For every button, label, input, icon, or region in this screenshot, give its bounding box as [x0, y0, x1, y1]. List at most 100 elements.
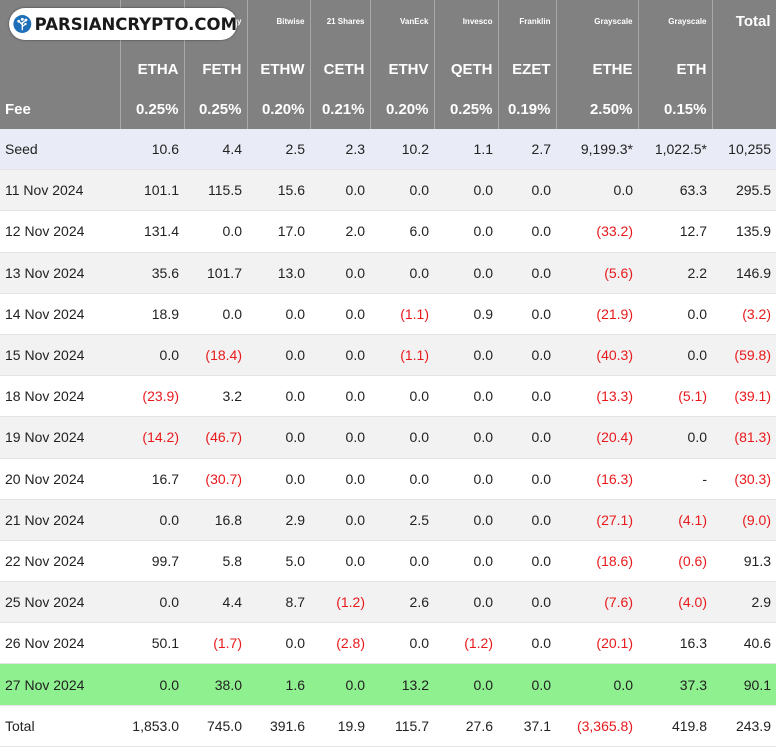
fee-total-blank — [712, 89, 776, 129]
flow-cell: (30.7) — [184, 458, 247, 500]
flow-cell: 0.0 — [370, 375, 434, 418]
row-total-cell: 90.1 — [712, 663, 776, 706]
flow-cell: 0.0 — [638, 293, 712, 335]
ticker-header-row: ETHA FETH ETHW CETH ETHV QETH EZET ETHE … — [0, 49, 776, 89]
flow-cell: 2.7 — [498, 129, 556, 171]
fee-value: 0.21% — [310, 89, 371, 129]
flow-cell: 35.6 — [120, 252, 184, 294]
ticker: QETH — [434, 49, 499, 89]
flow-cell: 0.0 — [120, 499, 184, 541]
flow-cell: 745.0 — [184, 705, 247, 747]
flow-cell: 0.0 — [310, 458, 370, 500]
fee-header-row: Fee 0.25% 0.25% 0.20% 0.21% 0.20% 0.25% … — [0, 89, 776, 129]
row-label: 19 Nov 2024 — [0, 416, 120, 459]
flow-cell: 0.0 — [434, 334, 498, 377]
flow-cell: 0.0 — [556, 663, 638, 706]
flow-cell: 0.0 — [434, 252, 498, 294]
table-row: 15 Nov 2024 0.0 (18.4) 0.0 0.0 (1.1) 0.0 0.0 (40… — [0, 334, 776, 377]
flow-cell: 0.0 — [434, 458, 498, 500]
flow-cell: 131.4 — [120, 210, 184, 253]
flow-cell: 16.8 — [184, 499, 247, 541]
issuer-name: VanEck — [370, 0, 435, 49]
ticker: ETHV — [370, 49, 435, 89]
flow-cell: 1,853.0 — [120, 705, 184, 747]
row-label: 25 Nov 2024 — [0, 581, 120, 624]
flow-cell: (2.8) — [310, 622, 370, 665]
flow-cell: 0.0 — [120, 581, 184, 624]
row-total-cell: 40.6 — [712, 622, 776, 665]
flow-cell: 0.0 — [498, 169, 556, 212]
row-label: 21 Nov 2024 — [0, 499, 120, 541]
flow-cell: (3,365.8) — [556, 705, 638, 747]
flow-cell: 0.0 — [498, 458, 556, 500]
fee-value: 0.25% — [184, 89, 248, 129]
flow-cell: 1.6 — [247, 663, 310, 706]
flow-cell: 0.0 — [498, 416, 556, 459]
flow-cell: 0.0 — [498, 293, 556, 335]
flow-cell: 0.0 — [434, 581, 498, 624]
flow-cell: (4.1) — [638, 499, 712, 541]
table-row: 22 Nov 2024 99.7 5.8 5.0 0.0 0.0 0.0 0.0 (18.6)(… — [0, 540, 776, 583]
flow-cell: 27.6 — [434, 705, 498, 747]
flow-cell: 2.5 — [247, 129, 310, 171]
row-label: 26 Nov 2024 — [0, 622, 120, 665]
flow-cell: 0.0 — [434, 499, 498, 541]
table-row: 13 Nov 2024 35.6 101.7 13.0 0.0 0.0 0.0 0.0 (5.6… — [0, 252, 776, 294]
flow-cell: 0.0 — [556, 169, 638, 212]
flow-cell: - — [638, 458, 712, 500]
flow-cell: 37.3 — [638, 663, 712, 706]
flow-cell: 2.2 — [638, 252, 712, 294]
flow-cell: (21.9) — [556, 293, 638, 335]
ticker: FETH — [184, 49, 248, 89]
issuer-name: 21 Shares — [310, 0, 371, 49]
flow-cell: 4.4 — [184, 129, 247, 171]
issuer-name: Invesco — [434, 0, 499, 49]
table-row: 21 Nov 2024 0.0 16.8 2.9 0.0 2.5 0.0 0.0 (27.1)(… — [0, 499, 776, 541]
flow-cell: 0.0 — [247, 375, 310, 418]
flow-cell: 0.0 — [434, 416, 498, 459]
row-label: 14 Nov 2024 — [0, 293, 120, 335]
flow-cell: 4.4 — [184, 581, 247, 624]
row-label: 22 Nov 2024 — [0, 540, 120, 583]
flow-cell: (33.2) — [556, 210, 638, 253]
flow-cell: (46.7) — [184, 416, 247, 459]
fee-value: 2.50% — [556, 89, 639, 129]
flow-cell: (27.1) — [556, 499, 638, 541]
row-total-cell: (9.0) — [712, 499, 776, 541]
flow-cell: 16.7 — [120, 458, 184, 500]
flow-cell: 99.7 — [120, 540, 184, 583]
flow-cell: 0.0 — [498, 499, 556, 541]
flow-cell: 0.0 — [310, 499, 370, 541]
fee-value: 0.25% — [434, 89, 499, 129]
flow-cell: (4.0) — [638, 581, 712, 624]
table-row: 25 Nov 2024 0.0 4.4 8.7 (1.2) 2.6 0.0 0.0 (7.6)(… — [0, 581, 776, 624]
flow-cell: (14.2) — [120, 416, 184, 459]
row-total-cell: 146.9 — [712, 252, 776, 294]
issuer-name: Franklin — [498, 0, 557, 49]
flow-cell: (20.4) — [556, 416, 638, 459]
flow-cell: (5.1) — [638, 375, 712, 418]
flow-cell: 0.0 — [310, 293, 370, 335]
flow-cell: 0.0 — [370, 622, 434, 665]
flow-cell: 0.0 — [310, 334, 370, 377]
flow-cell: 0.0 — [434, 540, 498, 583]
flow-cell: 5.8 — [184, 540, 247, 583]
row-label: Seed — [0, 129, 120, 171]
logo-text: PARSIANCRYPTO.COM — [34, 14, 237, 34]
table-row: 19 Nov 2024 (14.2) (46.7) 0.0 0.0 0.0 0.0 0.0 (2… — [0, 416, 776, 459]
flow-cell: (23.9) — [120, 375, 184, 418]
flow-cell: 0.0 — [370, 252, 434, 294]
flow-cell: 13.2 — [370, 663, 434, 706]
flow-cell: 0.0 — [120, 663, 184, 706]
ticker: ETHE — [556, 49, 639, 89]
flow-cell: 0.0 — [498, 622, 556, 665]
flow-cell: 0.0 — [247, 293, 310, 335]
flow-cell: (20.1) — [556, 622, 638, 665]
flow-cell: 391.6 — [247, 705, 310, 747]
flow-cell: (13.3) — [556, 375, 638, 418]
issuer-name: Grayscale — [638, 0, 713, 49]
flow-cell: (7.6) — [556, 581, 638, 624]
flow-cell: 0.0 — [247, 458, 310, 500]
flow-cell: 50.1 — [120, 622, 184, 665]
